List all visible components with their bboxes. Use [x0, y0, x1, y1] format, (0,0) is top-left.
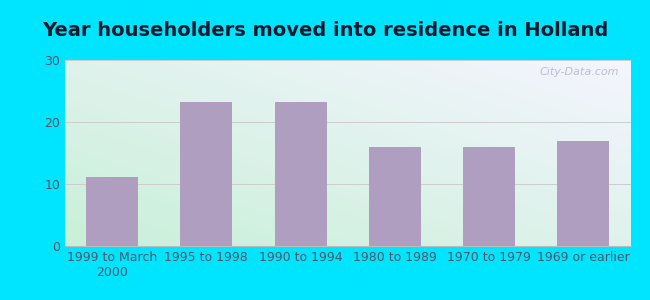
Bar: [275, 102, 326, 246]
Bar: [181, 101, 232, 246]
Text: Year householders moved into residence in Holland: Year householders moved into residence i…: [42, 21, 608, 40]
Bar: [369, 147, 421, 246]
Bar: [86, 177, 138, 246]
Bar: [463, 147, 515, 246]
Bar: [558, 141, 609, 246]
Text: City-Data.com: City-Data.com: [540, 68, 619, 77]
